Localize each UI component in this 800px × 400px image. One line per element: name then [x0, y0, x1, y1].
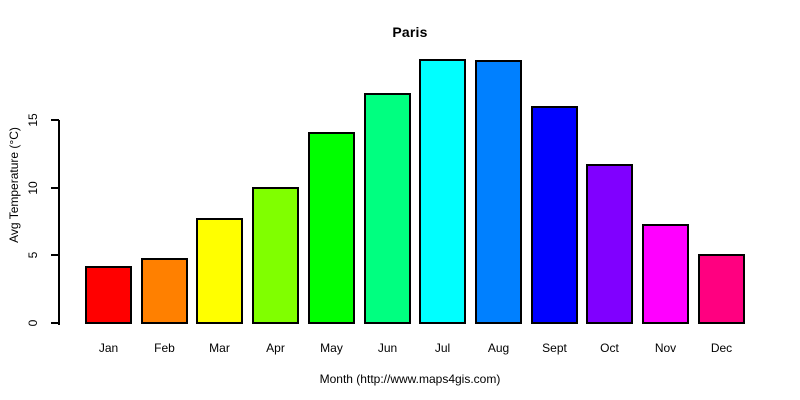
- bar-aug: [475, 60, 522, 324]
- bar-dec: [698, 254, 745, 324]
- x-tick-label-feb: Feb: [154, 341, 175, 355]
- chart-title: Paris: [392, 24, 428, 40]
- y-tick: [51, 254, 59, 257]
- x-tick-label-may: May: [320, 341, 343, 355]
- x-tick-label-sept: Sept: [542, 341, 567, 355]
- y-tick: [51, 186, 59, 189]
- bar-feb: [141, 258, 188, 324]
- y-axis-label: Avg Temperature (°C): [7, 127, 21, 243]
- x-tick-label-dec: Dec: [710, 341, 733, 355]
- x-tick-label-oct: Oct: [600, 341, 619, 355]
- x-tick-label-mar: Mar: [209, 341, 230, 355]
- bar-may: [308, 132, 355, 324]
- y-axis-line: [58, 120, 60, 325]
- x-tick-label-jan: Jan: [98, 341, 119, 355]
- x-tick-label-apr: Apr: [266, 341, 285, 355]
- x-tick-label-jun: Jun: [377, 341, 398, 355]
- y-tick-label: 15: [26, 113, 40, 127]
- y-tick-label: 0: [26, 319, 40, 327]
- bar-apr: [252, 187, 299, 324]
- x-tick-label-jul: Jul: [434, 341, 451, 355]
- y-tick-label: 10: [26, 181, 40, 195]
- bar-jan: [85, 266, 132, 324]
- bar-nov: [642, 224, 689, 324]
- y-tick: [51, 322, 59, 324]
- bar-jun: [364, 93, 411, 324]
- x-axis-label: Month (http://www.maps4gis.com): [319, 372, 501, 386]
- y-tick-label: 5: [26, 252, 40, 259]
- bar-sept: [531, 106, 578, 324]
- x-tick-label-aug: Aug: [487, 341, 510, 355]
- bar-oct: [586, 164, 633, 324]
- bar-jul: [419, 59, 466, 324]
- y-tick: [51, 119, 59, 122]
- bar-mar: [196, 218, 243, 324]
- x-tick-label-nov: Nov: [654, 341, 677, 355]
